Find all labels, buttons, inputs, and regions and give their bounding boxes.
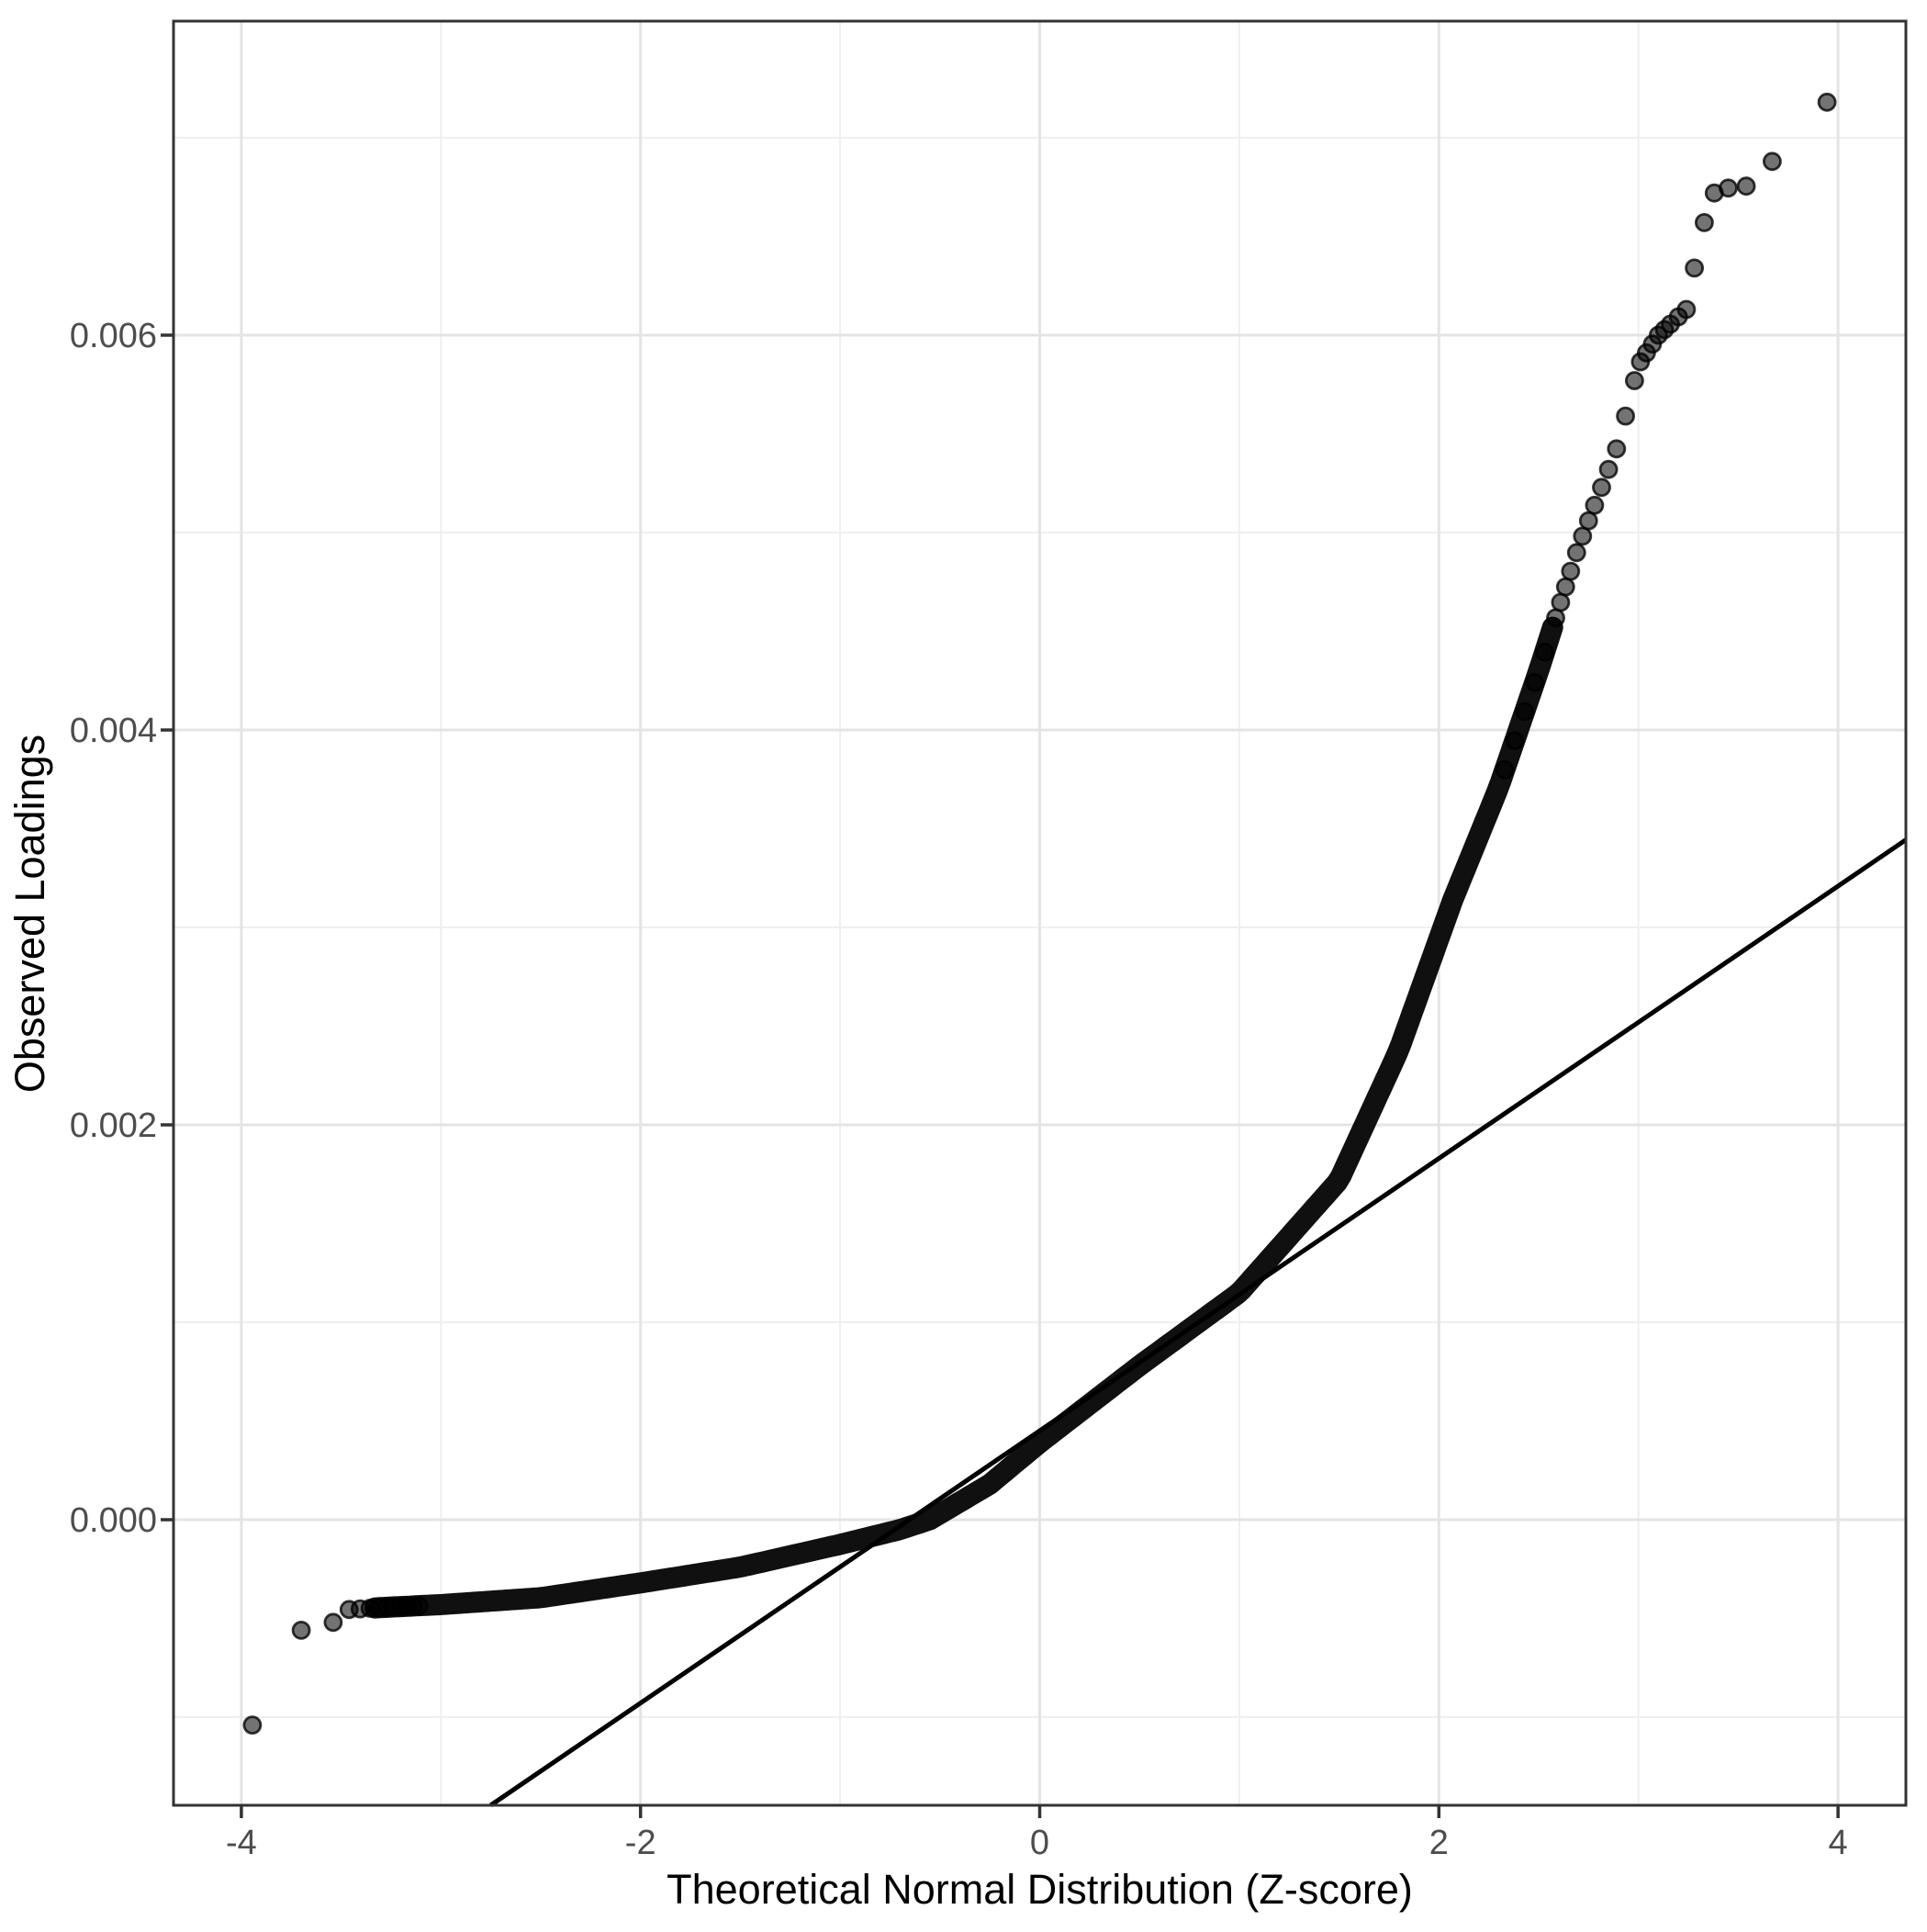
data-point: [409, 1596, 429, 1615]
data-point: [1573, 526, 1593, 546]
data-point: [1551, 592, 1571, 612]
x-tick-label: 2: [1429, 1824, 1449, 1862]
gridline-layer: [174, 21, 1906, 1805]
x-tick-label: 0: [1030, 1824, 1049, 1862]
data-point: [1578, 511, 1598, 531]
y-tick-label: 0.004: [70, 712, 157, 750]
x-tick-label: -2: [625, 1824, 656, 1862]
data-point: [1736, 176, 1756, 197]
data-point: [1555, 577, 1575, 597]
data-point: [1763, 152, 1782, 172]
x-tick-label: 4: [1829, 1824, 1848, 1862]
data-point: [242, 1715, 263, 1735]
data-point-layer: [242, 92, 1908, 1808]
data-point: [1598, 459, 1619, 479]
data-point: [1676, 299, 1697, 320]
data-point: [1566, 543, 1586, 563]
data-point: [1719, 178, 1738, 198]
y-axis-title: Observed Loadings: [6, 735, 53, 1093]
data-point: [1546, 608, 1565, 628]
data-point: [1607, 439, 1627, 459]
data-point: [1695, 212, 1714, 232]
panel-frame-layer: [172, 19, 1908, 1807]
x-tick-label: -4: [226, 1824, 257, 1862]
data-point: [1585, 495, 1605, 515]
data-point: [1592, 477, 1611, 498]
data-point: [1535, 642, 1554, 662]
data-point: [1495, 759, 1515, 780]
y-tick-label: 0.000: [70, 1501, 157, 1540]
axis-layer: -4 -2 0 2 4 0.000 0.002 0.004 0.006: [70, 317, 1848, 1862]
data-point: [1625, 371, 1644, 390]
data-point: [1685, 258, 1704, 278]
data-point: [291, 1621, 311, 1640]
data-point: [1616, 406, 1635, 426]
reference-line: [489, 837, 1908, 1808]
qq-point-band: [364, 616, 1563, 1619]
data-point: [323, 1612, 343, 1633]
y-tick-label: 0.006: [70, 317, 157, 355]
y-tick-label: 0.002: [70, 1106, 157, 1145]
data-point: [1525, 672, 1545, 692]
data-point: [1561, 561, 1581, 581]
data-point: [1817, 92, 1837, 112]
data-point: [1515, 702, 1535, 722]
data-point: [1505, 731, 1525, 750]
panel-border: [172, 19, 1908, 1807]
x-axis-title: Theoretical Normal Distribution (Z-score…: [667, 1866, 1413, 1913]
